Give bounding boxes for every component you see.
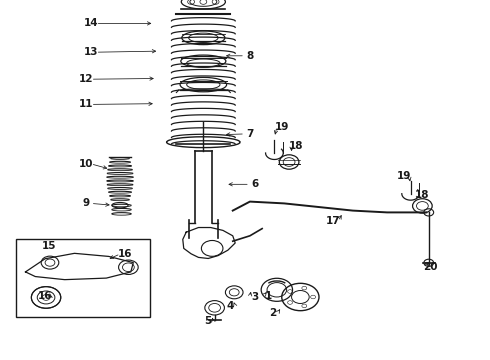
Text: 7: 7 — [246, 129, 254, 139]
Text: 8: 8 — [246, 51, 253, 61]
Text: 6: 6 — [251, 179, 258, 189]
Text: 18: 18 — [289, 141, 304, 151]
Text: 3: 3 — [251, 292, 258, 302]
Text: 12: 12 — [78, 74, 93, 84]
Bar — [16, 239, 150, 317]
Text: 1: 1 — [265, 291, 272, 301]
Text: 2: 2 — [269, 308, 276, 318]
Text: 11: 11 — [78, 99, 93, 109]
Text: 20: 20 — [423, 262, 438, 272]
Text: 9: 9 — [82, 198, 89, 208]
Text: 16: 16 — [118, 249, 133, 259]
Text: 4: 4 — [226, 301, 234, 311]
Text: 19: 19 — [274, 122, 289, 132]
Text: 13: 13 — [83, 47, 98, 57]
Text: 19: 19 — [397, 171, 412, 181]
Text: 10: 10 — [78, 159, 93, 169]
Text: 16: 16 — [38, 291, 52, 301]
Text: 14: 14 — [83, 18, 98, 28]
Text: 17: 17 — [326, 216, 341, 226]
Text: 5: 5 — [205, 316, 212, 326]
Text: 18: 18 — [415, 190, 430, 200]
Text: 15: 15 — [42, 240, 56, 251]
